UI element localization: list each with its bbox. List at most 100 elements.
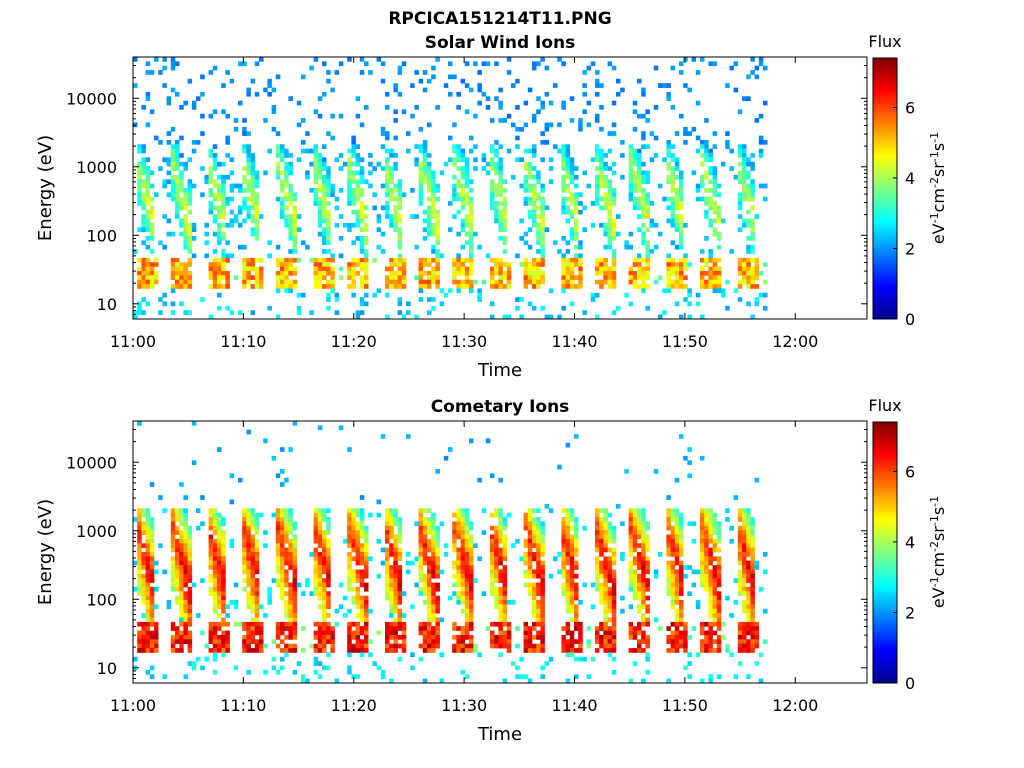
spectrogram-cell <box>141 573 146 579</box>
spectrogram-cell <box>250 157 256 163</box>
spectrogram-cell <box>145 643 151 649</box>
spectrogram-cell <box>422 517 428 522</box>
spectrogram-cell <box>716 608 722 614</box>
spectrogram-cell <box>494 534 499 540</box>
spectrogram-cell <box>351 161 356 167</box>
spectrogram-cell <box>637 608 642 614</box>
spectrogram-cell <box>359 556 365 562</box>
spectrogram-cell <box>544 126 550 132</box>
spectrogram-cell <box>561 635 566 640</box>
spectrogram-cell <box>645 595 650 601</box>
spectrogram-cell <box>364 639 369 644</box>
spectrogram-cell <box>326 508 331 513</box>
spectrogram-cell <box>666 179 671 184</box>
spectrogram-cell <box>716 643 722 649</box>
spectrogram-cell <box>212 569 218 575</box>
spectrogram-cell <box>443 83 449 88</box>
spectrogram-cell <box>746 525 751 531</box>
spectrogram-cell <box>704 188 709 193</box>
spectrogram-cell <box>397 595 403 601</box>
spectrogram-cell <box>456 517 461 522</box>
spectrogram-cell <box>250 205 256 211</box>
spectrogram-cell <box>359 639 365 644</box>
spectrogram-cell <box>704 257 709 263</box>
spectrogram-cell <box>674 543 680 548</box>
spectrogram-cell <box>532 201 537 206</box>
spectrogram-cell <box>288 600 293 605</box>
spectrogram-cell <box>460 153 466 158</box>
spectrogram-cell <box>607 565 613 570</box>
spectrogram-cell <box>523 174 529 180</box>
spectrogram-cell <box>511 83 516 88</box>
spectrogram-cell <box>544 140 550 145</box>
spectrogram-cell <box>275 244 281 250</box>
spectrogram-cell <box>611 656 617 662</box>
spectrogram-cell <box>611 65 617 71</box>
spectrogram-cell <box>246 183 251 189</box>
spectrogram-cell <box>632 630 638 636</box>
spectrogram-cell <box>359 188 365 193</box>
spectrogram-cell <box>452 573 457 579</box>
spectrogram-cell <box>754 266 760 272</box>
spectrogram-cell <box>687 674 692 679</box>
spectrogram-cell <box>322 643 327 649</box>
spectrogram-cell <box>275 144 281 149</box>
spectrogram-cell <box>548 179 554 184</box>
spectrogram-cell <box>141 586 146 592</box>
spectrogram-cell <box>334 70 340 75</box>
spectrogram-cell <box>502 635 508 640</box>
spectrogram-cell <box>317 218 323 224</box>
spectrogram-cell <box>460 600 466 605</box>
spectrogram-cell <box>338 266 344 272</box>
spectrogram-cell <box>212 262 218 267</box>
spectrogram-cell <box>754 630 760 636</box>
spectrogram-cell <box>611 257 617 263</box>
spectrogram-cell <box>183 582 188 588</box>
spectrogram-cell <box>204 253 209 259</box>
spectrogram-cell <box>679 170 684 176</box>
spectrogram-cell <box>456 166 461 171</box>
spectrogram-cell <box>758 113 764 119</box>
spectrogram-cell <box>679 113 684 119</box>
spectrogram-cell <box>389 586 394 592</box>
spectrogram-cell <box>565 608 571 614</box>
spectrogram-cell <box>460 582 466 588</box>
spectrogram-cell <box>435 608 440 614</box>
spectrogram-cell <box>212 556 218 562</box>
spectrogram-cell <box>217 214 222 219</box>
spectrogram-cell <box>544 122 550 128</box>
spectrogram-cell <box>674 525 680 531</box>
spectrogram-cell <box>490 179 495 184</box>
spectrogram-cell <box>275 517 281 522</box>
spectrogram-cell <box>359 174 365 180</box>
spectrogram-cell <box>561 591 566 596</box>
spectrogram-cell <box>309 552 314 557</box>
spectrogram-cell <box>187 257 193 263</box>
spectrogram-cell <box>498 144 503 149</box>
spectrogram-cell <box>254 512 260 518</box>
spectrogram-cell <box>456 262 461 267</box>
spectrogram-cell <box>649 222 655 228</box>
spectrogram-cell <box>611 556 617 562</box>
spectrogram-cell <box>674 266 680 272</box>
spectrogram-cell <box>229 196 235 202</box>
spectrogram-cell <box>334 292 340 298</box>
spectrogram-cell <box>485 626 491 631</box>
spectrogram-cell <box>469 257 474 263</box>
spectrogram-cell <box>145 166 151 171</box>
spectrogram-cell <box>326 517 331 522</box>
spectrogram-cell <box>385 630 390 636</box>
spectrogram-cell <box>569 214 575 219</box>
spectrogram-cell <box>313 508 319 513</box>
spectrogram-cell <box>603 179 608 184</box>
spectrogram-cell <box>347 201 352 206</box>
spectrogram-cell <box>175 157 180 163</box>
spectrogram-cell <box>628 630 634 636</box>
spectrogram-cell <box>599 591 604 596</box>
spectrogram-cell <box>569 556 575 562</box>
spectrogram-cell <box>712 608 718 614</box>
spectrogram-cell <box>490 284 495 289</box>
spectrogram-cell <box>712 578 718 583</box>
spectrogram-cell <box>569 170 575 176</box>
